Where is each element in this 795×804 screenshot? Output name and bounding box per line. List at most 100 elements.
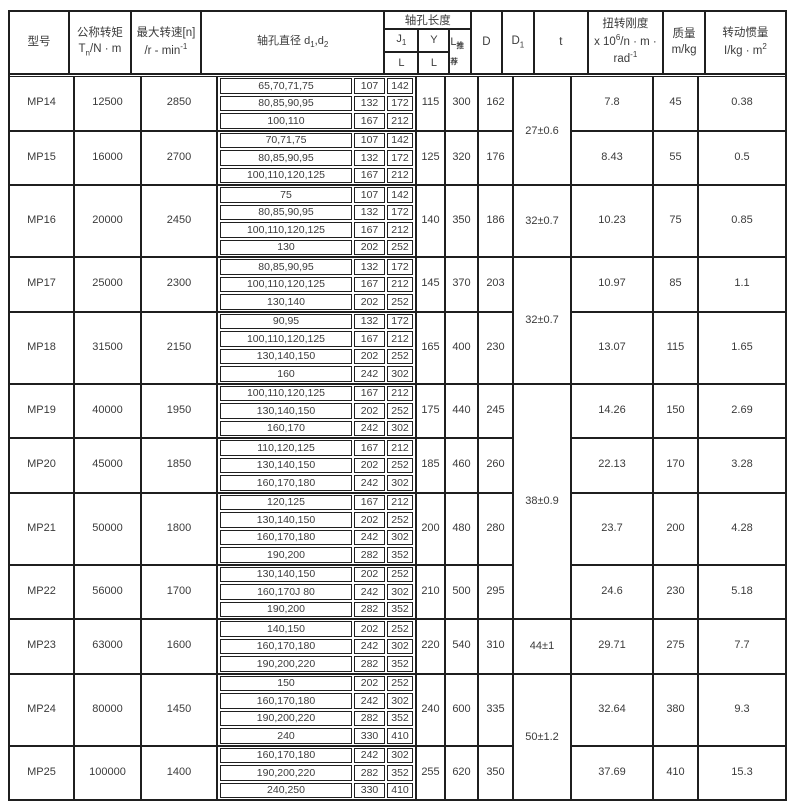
j1-length-value: 107	[354, 187, 385, 203]
inertia-cell: 0.85	[731, 214, 753, 227]
header-speed-line1: 最大转速[n]	[136, 27, 196, 40]
j1-length-value: 132	[354, 150, 385, 166]
model-cell: MP24	[10, 674, 75, 745]
bore-row: 100,110,120,125 167 212	[218, 276, 415, 294]
bore-diameter-value: 240,250	[220, 782, 352, 798]
model-cell: MP15	[10, 131, 75, 184]
mass-cell: 380	[654, 674, 699, 745]
bore-row: 130,140 202 252	[218, 293, 415, 311]
header-mass: 质量 m/kg	[664, 12, 706, 73]
j1-length-value: 132	[354, 259, 385, 275]
d1-cell: 260	[479, 439, 514, 492]
bore-diameter-value: 190,200,220	[220, 710, 352, 726]
bore-row: 190,200 282 352	[218, 601, 415, 619]
header-stiffness-line2: x 106/n · m ·	[594, 32, 657, 48]
y-length-value: 410	[387, 728, 413, 744]
d-cell: 600	[446, 674, 479, 745]
mass-cell: 75	[654, 186, 699, 256]
d-cell: 460	[446, 439, 479, 492]
j1-length-value: 242	[354, 420, 385, 436]
model-values-mp17: 10.97 85 1.1	[572, 258, 785, 311]
bore-row: 160 242 302	[218, 365, 415, 383]
t-block-1: MP14 12500 2850 65,70,71,75 107 142 80,85,…	[10, 77, 785, 184]
j1-length-value: 202	[354, 457, 385, 473]
bore-columns: 100,110,120,125 167 212 130,140,150 202 252 …	[218, 384, 417, 438]
bore-columns: 150 202 252 160,170,180 242 302 190,200,220 2…	[218, 674, 417, 745]
torque-cell: 40000	[75, 384, 142, 437]
j1-length-value: 202	[354, 621, 385, 637]
bore-columns: 80,85,90,95 132 172 100,110,120,125 167 212 …	[218, 258, 417, 311]
bore-row: 100,110 167 212	[218, 112, 415, 130]
bore-diameter-value: 160,170,180	[220, 475, 352, 491]
model-cell: MP18	[10, 312, 75, 383]
stiffness-cell: 14.26	[572, 384, 654, 437]
j1-length-value: 167	[354, 222, 385, 238]
y-length-value: 172	[387, 150, 413, 166]
header-speed-line2: /r - min-1	[144, 41, 188, 57]
d1-cell: 245	[479, 384, 514, 437]
bore-diameter-value: 140,150	[220, 621, 352, 637]
j1-length-value: 282	[354, 547, 385, 563]
speed-cell: 2300	[142, 258, 218, 311]
stiffness-cell: 23.7	[572, 493, 654, 564]
y-length-value: 212	[387, 167, 413, 183]
bore-diameter-value: 240	[220, 728, 352, 744]
bore-diameter-value: 90,95	[220, 313, 352, 329]
stiffness-cell: 37.69	[572, 746, 654, 799]
torque-cell: 80000	[75, 674, 142, 745]
l-recommended-cell: 165	[417, 312, 446, 383]
y-length-value: 212	[387, 385, 413, 401]
j1-length-value: 167	[354, 385, 385, 401]
j1-length-value: 202	[354, 239, 385, 255]
model-cell: MP19	[10, 384, 75, 437]
speed-cell: 2850	[142, 77, 218, 130]
header-bore-length: 轴孔长度	[385, 12, 471, 30]
bore-diameter-value: 130,140,150	[220, 512, 352, 528]
d-cell: 500	[446, 565, 479, 618]
bore-columns: 110,120,125 167 212 130,140,150 202 252 160,…	[218, 439, 417, 492]
t-value-cell: 38±0.9	[514, 384, 572, 618]
bore-row: 130,140,150 202 252	[218, 457, 415, 475]
y-length-value: 172	[387, 95, 413, 111]
torque-cell: 45000	[75, 439, 142, 492]
model-group-mp18: MP18 31500 2150 90,95 132 172 100,110,120,…	[10, 310, 514, 383]
table-body: MP14 12500 2850 65,70,71,75 107 142 80,85,…	[10, 77, 785, 799]
j1-length-value: 167	[354, 167, 385, 183]
y-length-value: 142	[387, 187, 413, 203]
bore-diameter-value: 80,85,90,95	[220, 95, 352, 111]
j1-length-value: 242	[354, 584, 385, 600]
bore-row: 110,120,125 167 212	[218, 439, 415, 457]
bore-row: 100,110,120,125 167 212	[218, 221, 415, 239]
y-length-value: 352	[387, 547, 413, 563]
bore-diameter-value: 75	[220, 187, 352, 203]
bore-columns: 120,125 167 212 130,140,150 202 252 160,170,…	[218, 493, 417, 564]
model-cell: MP25	[10, 746, 75, 799]
header-y-column: Y L	[419, 30, 451, 73]
model-values-mp23: 29.71 275 7.7	[572, 620, 785, 673]
bore-row: 160,170,180 242 302	[218, 474, 415, 492]
bore-diameter-value: 130,140,150	[220, 403, 352, 419]
d1-cell: 203	[479, 258, 514, 311]
bore-row: 130,140,150 202 252	[218, 511, 415, 529]
y-length-value: 352	[387, 710, 413, 726]
bore-row: 140,150 202 252	[218, 620, 415, 638]
inertia-cell: 0.5	[734, 150, 750, 163]
y-length-value: 252	[387, 566, 413, 582]
y-length-value: 142	[387, 78, 413, 94]
j1-length-value: 242	[354, 366, 385, 382]
j1-length-value: 167	[354, 276, 385, 292]
bore-diameter-value: 100,110,120,125	[220, 167, 352, 183]
d1-cell: 176	[479, 131, 514, 184]
inertia-cell: 2.69	[731, 403, 753, 416]
y-length-value: 212	[387, 494, 413, 510]
speed-cell: 2450	[142, 186, 218, 256]
j1-length-value: 132	[354, 204, 385, 220]
header-j1-l: L	[398, 56, 405, 69]
model-cell: MP23	[10, 620, 75, 673]
inertia-cell: 7.7	[734, 639, 750, 652]
d1-cell: 162	[479, 77, 514, 130]
bore-row: 160,170 242 302	[218, 420, 415, 438]
l-recommended-cell: 200	[417, 493, 446, 564]
j1-length-value: 167	[354, 113, 385, 129]
header-inertia-line2: I/kg · m2	[724, 41, 767, 57]
